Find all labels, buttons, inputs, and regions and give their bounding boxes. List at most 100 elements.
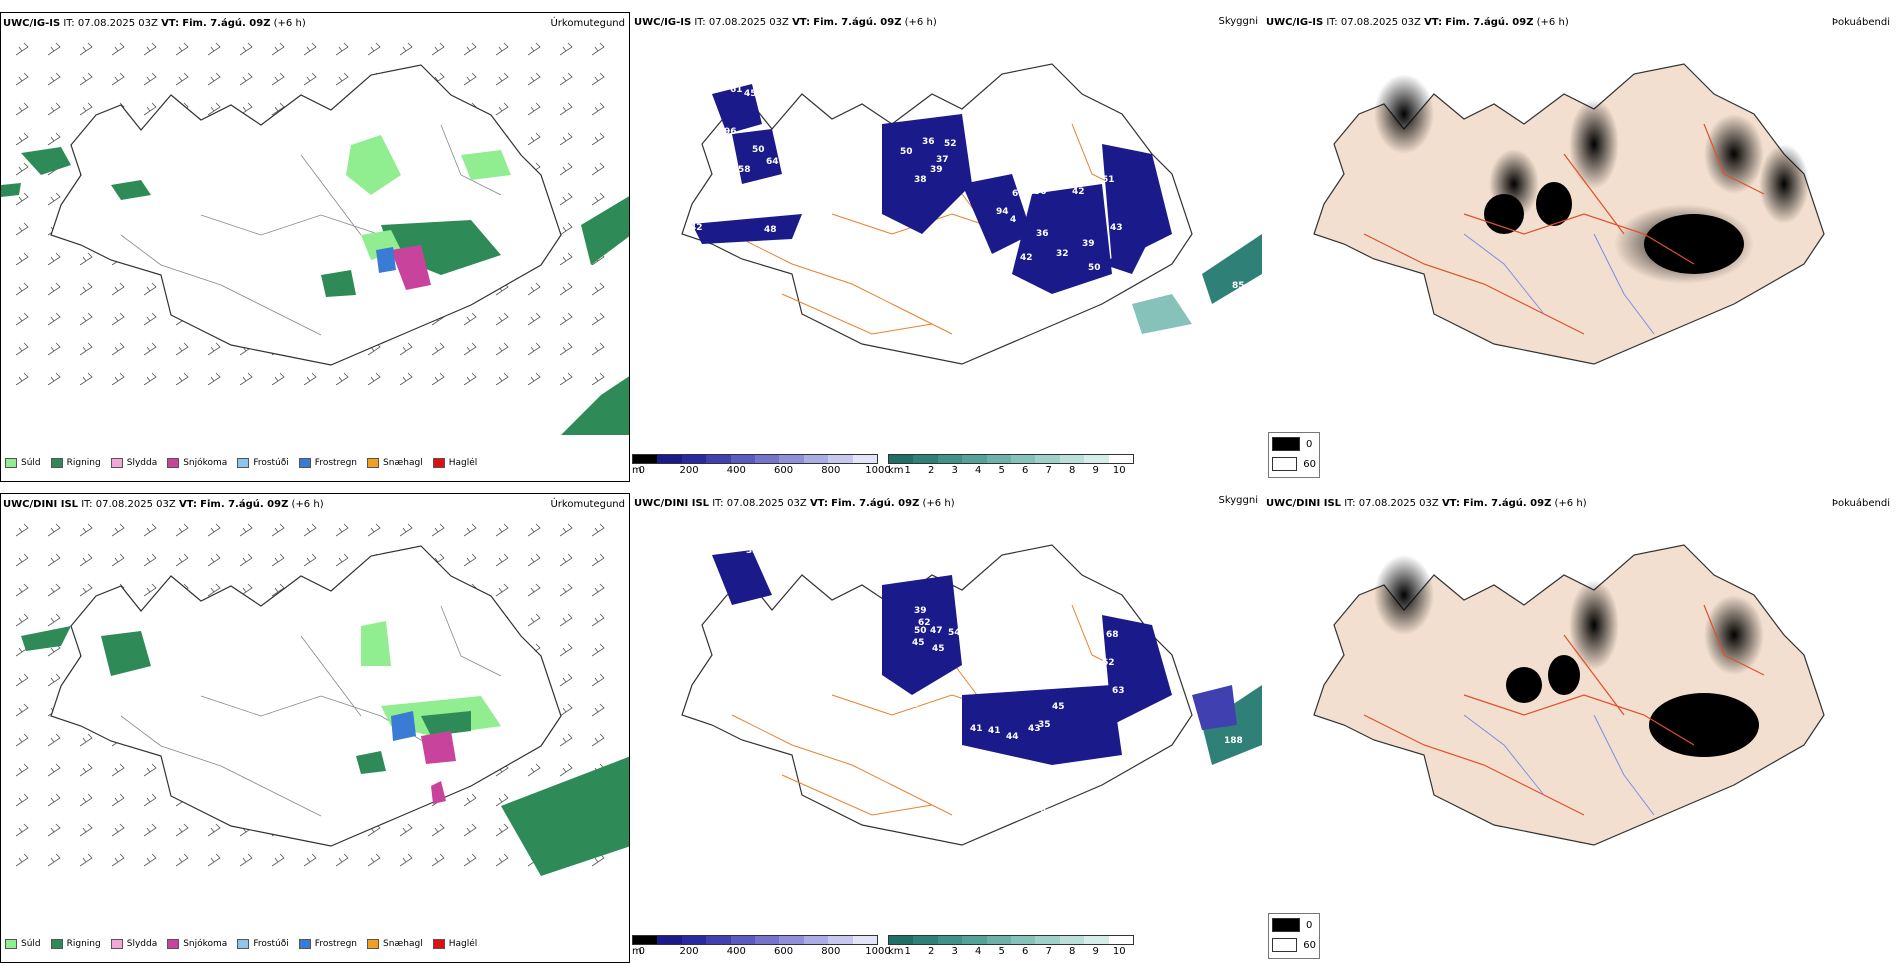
wind-barb (207, 583, 221, 597)
wind-barb (591, 553, 605, 567)
wind-barb (111, 72, 125, 86)
wind-barb (15, 853, 29, 867)
fog-panel-row2: UWC/DINI ISL IT: 07.08.2025 03Z VT: Fim.… (1264, 493, 1894, 963)
panel-header: UWC/IG-IS IT: 07.08.2025 03Z VT: Fim. 7.… (634, 17, 937, 28)
wind-barb (335, 523, 349, 537)
scale-tick: 8 (1069, 946, 1076, 957)
ceiling-value-label: 45 (1066, 630, 1079, 640)
scale-tick: 1 (904, 946, 911, 957)
wind-barb (559, 132, 573, 146)
wind-barb (463, 523, 477, 537)
wind-barb (47, 132, 61, 146)
fog-legend: 0 60 (1268, 913, 1320, 959)
wind-barb (111, 553, 125, 567)
scale-color-step (681, 455, 707, 463)
wind-barb (495, 583, 509, 597)
legend-swatch (237, 458, 250, 468)
wind-barb (79, 733, 93, 747)
wind-barb (527, 42, 541, 56)
scale-color-step (913, 455, 938, 463)
ceiling-value-label: 96 (724, 127, 737, 137)
scale-color-step (1084, 936, 1109, 944)
legend-label: Snjókoma (183, 458, 228, 468)
ceiling-value-label: 45 (1052, 702, 1065, 712)
ceiling-value-label: 50 (914, 626, 927, 636)
wind-barb (47, 673, 61, 687)
panel-header: UWC/IG-IS IT: 07.08.2025 03Z VT: Fim. 7.… (1266, 17, 1569, 28)
scale-color-step (913, 936, 938, 944)
wind-barb (495, 793, 509, 807)
legend-label: Rigning (66, 458, 101, 468)
wind-barb (47, 102, 61, 116)
wind-barb (47, 523, 61, 537)
scale-tick: 8 (1069, 465, 1076, 476)
legend-item: Frostregn (298, 939, 357, 949)
wind-barb (527, 312, 541, 326)
ceiling-value-label: 43 (1028, 724, 1041, 734)
wind-barb (463, 342, 477, 356)
legend-swatch (432, 458, 445, 468)
roads (731, 604, 1133, 816)
ceiling-value-label: 39 (930, 165, 943, 175)
wind-barb (239, 523, 253, 537)
wind-barb (367, 42, 381, 56)
legend-swatch (167, 939, 180, 949)
wind-barb (79, 252, 93, 266)
scale-color-step (633, 455, 658, 463)
scale-tick: 3 (951, 946, 958, 957)
cloud-panel-row1: UWC/IG-IS IT: 07.08.2025 03Z VT: Fim. 7.… (632, 12, 1262, 482)
panel-title: Úrkomutegund (550, 18, 625, 29)
scale-tick: 6 (1022, 946, 1029, 957)
panel-title: Úrkomutegund (550, 499, 625, 510)
wind-barb (335, 372, 349, 386)
wind-barb (79, 853, 93, 867)
wind-barb (175, 553, 189, 567)
wind-barb (15, 72, 29, 86)
fog-shading (1374, 555, 1764, 757)
wind-barb (463, 793, 477, 807)
ceiling-value-label: 36 (1036, 229, 1049, 239)
legend-label: Frostregn (314, 458, 358, 468)
legend-item: Frostúði (237, 458, 289, 468)
roads (1363, 123, 1765, 335)
ceiling-value-label: 43 (714, 177, 727, 187)
wind-barb (495, 372, 509, 386)
precip-legend: Súld Rigning Slydda Snjókoma Frostúði Frostre… (5, 453, 487, 473)
legend-label: Snæhagl (383, 458, 423, 468)
wind-barb (399, 523, 413, 537)
scale-color-step (852, 936, 878, 944)
iceland-outline (50, 64, 562, 366)
scale-tick: 1000 (865, 946, 891, 957)
scale-tick: 4 (975, 946, 982, 957)
wind-barb (47, 372, 61, 386)
wind-barb (431, 853, 445, 867)
wind-barb (47, 72, 61, 86)
wind-barb (207, 823, 221, 837)
scale-color-step (986, 455, 1012, 463)
ceiling-labels: 61 45965064584348434246513938503639373352… (690, 85, 1245, 357)
wind-barb (399, 342, 413, 356)
scale-color-step (1059, 455, 1085, 463)
wind-barb (591, 643, 605, 657)
wind-barb (143, 342, 157, 356)
legend-swatch (298, 939, 311, 949)
wind-barb (495, 342, 509, 356)
ceiling-value-label: 51 (888, 245, 901, 255)
ceiling-value-label: 45 (932, 644, 945, 654)
scale-tick: 5 (998, 465, 1005, 476)
cloud-scale-m: m 0 200 400 600 800 1000 (632, 935, 891, 957)
wind-barb (335, 72, 349, 86)
scale-color-step (633, 936, 658, 944)
wind-barb (271, 523, 285, 537)
wind-barb (559, 763, 573, 777)
ceiling-value-label: 56 (1034, 187, 1047, 197)
wind-barb (79, 793, 93, 807)
wind-barb (47, 42, 61, 56)
wind-barb (47, 823, 61, 837)
wind-barb (143, 312, 157, 326)
ceiling-value-label: 68 (1012, 189, 1025, 199)
wind-barb (47, 583, 61, 597)
wind-barb (559, 312, 573, 326)
wind-barb (111, 823, 125, 837)
wind-barb (79, 102, 93, 116)
